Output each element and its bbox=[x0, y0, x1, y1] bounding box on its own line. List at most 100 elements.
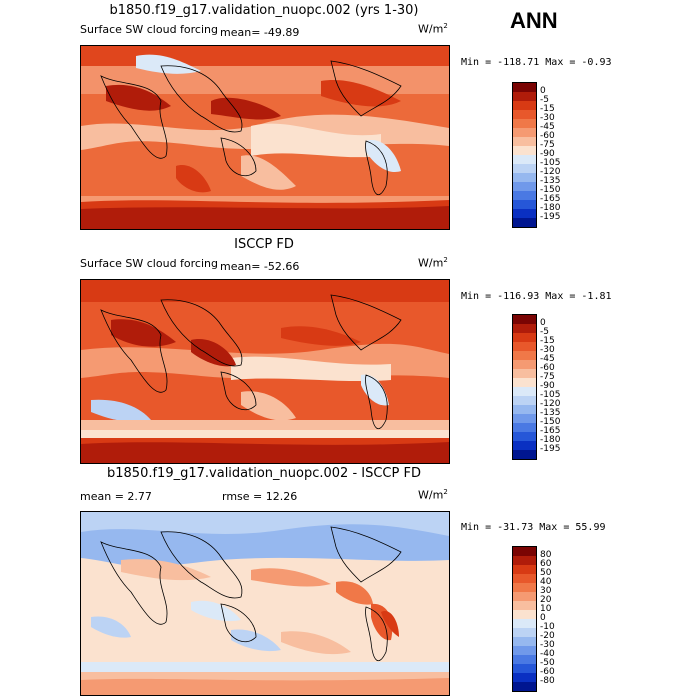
colorbar-level-label: 40 bbox=[540, 577, 552, 587]
colorbar-swatch bbox=[513, 342, 536, 351]
panel-3-rmse: rmse = 12.26 bbox=[222, 490, 298, 503]
colorbar-level-label: -45 bbox=[540, 354, 555, 364]
colorbar-level-label: 30 bbox=[540, 586, 552, 596]
season-label: ANN bbox=[510, 8, 558, 33]
colorbar-swatch bbox=[513, 92, 536, 101]
colorbar-level-label: -105 bbox=[540, 390, 561, 400]
colorbar-swatch bbox=[513, 682, 536, 691]
colorbar-level-label: -5 bbox=[540, 327, 549, 337]
colorbar-swatch bbox=[513, 360, 536, 369]
colorbar-level-label: -195 bbox=[540, 212, 561, 222]
colorbar-swatch bbox=[513, 441, 536, 450]
panel-3-mean: mean = 2.77 bbox=[80, 490, 152, 503]
colorbar-swatch bbox=[513, 191, 536, 200]
colorbar-level-label: -60 bbox=[540, 667, 555, 677]
colorbar-level-label: -45 bbox=[540, 122, 555, 132]
colorbar-level-label: -50 bbox=[540, 658, 555, 668]
colorbar-swatch bbox=[513, 173, 536, 182]
panel-1-units: W/m2 bbox=[418, 22, 448, 36]
colorbar-swatch bbox=[513, 351, 536, 360]
colorbar-swatch bbox=[513, 664, 536, 673]
colorbar-level-label: 0 bbox=[540, 613, 546, 623]
colorbar-level-label: -150 bbox=[540, 185, 561, 195]
colorbar-swatch bbox=[513, 369, 536, 378]
panel-2-variable: Surface SW cloud forcing bbox=[80, 257, 218, 270]
colorbar-level-label: -195 bbox=[540, 444, 561, 454]
colorbar-swatch bbox=[513, 619, 536, 628]
colorbar-swatch bbox=[513, 610, 536, 619]
colorbar-level-label: 10 bbox=[540, 604, 552, 614]
colorbar-swatch bbox=[513, 414, 536, 423]
colorbar-swatch bbox=[513, 592, 536, 601]
colorbar-level-label: -135 bbox=[540, 176, 561, 186]
colorbar-swatch bbox=[513, 405, 536, 414]
panel-2-units: W/m2 bbox=[418, 256, 448, 270]
panel-1-title: b1850.f19_g17.validation_nuopc.002 (yrs … bbox=[109, 3, 419, 18]
colorbar-swatch bbox=[513, 628, 536, 637]
colorbar-swatch bbox=[513, 378, 536, 387]
colorbar-swatch bbox=[513, 432, 536, 441]
colorbar-level-label: -75 bbox=[540, 372, 555, 382]
colorbar-swatch bbox=[513, 119, 536, 128]
colorbar-level-label: -105 bbox=[540, 158, 561, 168]
colorbar-swatch bbox=[513, 200, 536, 209]
panel-3-map bbox=[80, 511, 450, 696]
colorbar-swatch bbox=[513, 315, 536, 324]
colorbar-swatch bbox=[513, 333, 536, 342]
colorbar-level-label: -40 bbox=[540, 649, 555, 659]
colorbar-level-label: -5 bbox=[540, 95, 549, 105]
colorbar-level-label: -180 bbox=[540, 435, 561, 445]
colorbar-swatch bbox=[513, 547, 536, 556]
colorbar-swatch bbox=[513, 583, 536, 592]
colorbar-level-label: 60 bbox=[540, 559, 552, 569]
colorbar-level-label: -135 bbox=[540, 408, 561, 418]
colorbar-swatch bbox=[513, 387, 536, 396]
colorbar-level-label: -20 bbox=[540, 631, 555, 641]
colorbar-swatch bbox=[513, 209, 536, 218]
panel-2-map bbox=[80, 279, 450, 464]
colorbar-swatch bbox=[513, 450, 536, 459]
colorbar-level-label: 80 bbox=[540, 550, 552, 560]
colorbar-swatch bbox=[513, 101, 536, 110]
panel-1-map bbox=[80, 45, 450, 230]
colorbar-swatch bbox=[513, 146, 536, 155]
colorbar-level-label: -15 bbox=[540, 336, 555, 346]
panel-2-mean: mean= -52.66 bbox=[220, 260, 300, 273]
colorbar-swatch bbox=[513, 601, 536, 610]
colorbar-swatch bbox=[513, 164, 536, 173]
colorbar-swatch bbox=[513, 574, 536, 583]
colorbar-level-label: -60 bbox=[540, 131, 555, 141]
colorbar-level-label: -30 bbox=[540, 345, 555, 355]
colorbar-swatch bbox=[513, 655, 536, 664]
colorbar-level-label: -90 bbox=[540, 381, 555, 391]
colorbar-swatch bbox=[513, 128, 536, 137]
colorbar-level-label: -75 bbox=[540, 140, 555, 150]
colorbar-level-label: -150 bbox=[540, 417, 561, 427]
colorbar-swatch bbox=[513, 324, 536, 333]
colorbar-level-label: -10 bbox=[540, 622, 555, 632]
colorbar-swatch bbox=[513, 646, 536, 655]
panel-3-units: W/m2 bbox=[418, 488, 448, 502]
panel-1-mean: mean= -49.89 bbox=[220, 26, 300, 39]
colorbar-level-label: -180 bbox=[540, 203, 561, 213]
colorbar-level-label: -120 bbox=[540, 167, 561, 177]
panel-2-colorbar bbox=[512, 314, 537, 460]
colorbar-swatch bbox=[513, 423, 536, 432]
panel-2-title: ISCCP FD bbox=[234, 237, 294, 252]
colorbar-level-label: -90 bbox=[540, 149, 555, 159]
colorbar-level-label: 0 bbox=[540, 318, 546, 328]
colorbar-level-label: 0 bbox=[540, 86, 546, 96]
panel-3-minmax: Min = -31.73 Max = 55.99 bbox=[461, 522, 606, 533]
colorbar-level-label: 20 bbox=[540, 595, 552, 605]
colorbar-swatch bbox=[513, 396, 536, 405]
colorbar-swatch bbox=[513, 673, 536, 682]
colorbar-swatch bbox=[513, 556, 536, 565]
panel-2-minmax: Min = -116.93 Max = -1.81 bbox=[461, 291, 612, 302]
colorbar-level-label: -120 bbox=[540, 399, 561, 409]
colorbar-swatch bbox=[513, 565, 536, 574]
panel-1-minmax: Min = -118.71 Max = -0.93 bbox=[461, 57, 612, 68]
colorbar-swatch bbox=[513, 218, 536, 227]
panel-3-title: b1850.f19_g17.validation_nuopc.002 - ISC… bbox=[107, 466, 421, 481]
colorbar-swatch bbox=[513, 637, 536, 646]
colorbar-swatch bbox=[513, 182, 536, 191]
